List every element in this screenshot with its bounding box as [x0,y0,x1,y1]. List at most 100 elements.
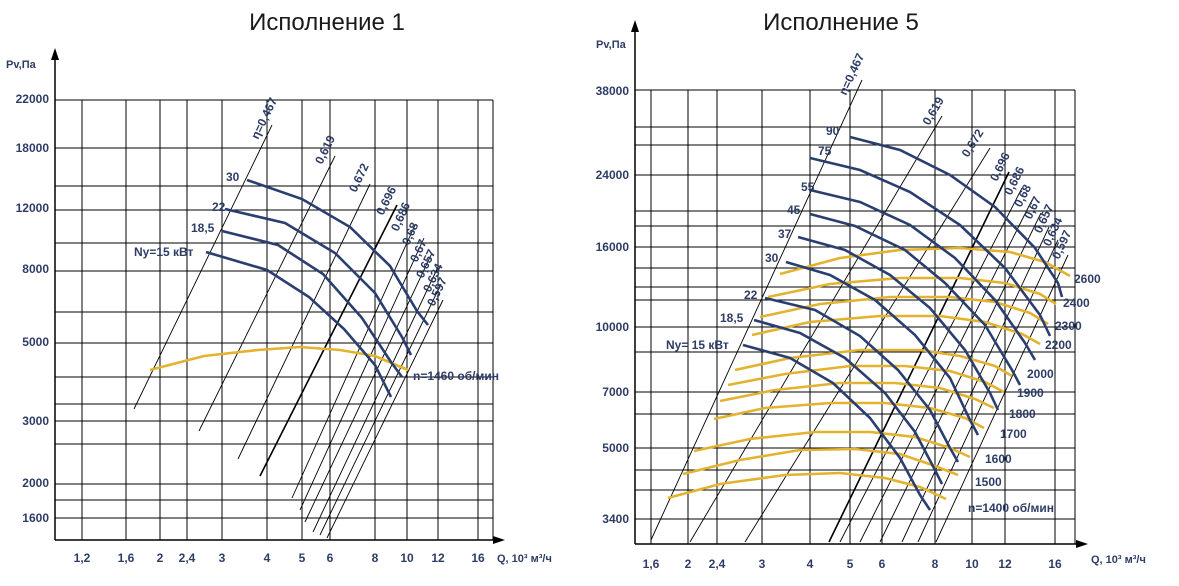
chart5-power-curve [809,212,1022,386]
chart5-power-curve [753,318,944,485]
chart5-power-label: 37 [778,227,792,241]
chart1-power-curve [224,207,413,356]
chart5-efficiency-line [839,187,1023,543]
chart5-y-arrow [631,20,639,32]
chart1-xtick-label: 8 [372,551,379,565]
chart1-xtick-label: 3 [219,551,226,565]
chart5-xtick-label: 6 [879,557,886,571]
chart5-speed-label: 2200 [1045,338,1072,352]
chart5-xtick-label: 12 [998,557,1012,571]
chart5-efficiency-line [828,171,1010,543]
chart5-speed-label: 1500 [975,475,1002,489]
chart1-ytick-label: 22000 [16,92,50,106]
chart5-speed-curve [719,381,995,410]
chart1-efficiency-label: η=0,467 [248,95,280,141]
chart5-speed-label: 1600 [985,452,1012,466]
chart5-speed-curve [767,276,1057,306]
chart5-power-label: 90 [826,124,840,138]
chart5-speed-label: 1900 [1017,386,1044,400]
chart5-xtick-label: 4 [807,557,814,571]
chart1-efficiency-line [299,237,425,511]
chart5-power-curve [764,296,960,463]
chart5-power-curve [797,235,1000,411]
chart5-speed-curve [713,401,985,430]
chart1-power-label: 22 [212,200,226,214]
chart1-efficiency-line [291,224,416,499]
chart5-power-curve [849,135,1064,298]
chart5-power-label: 75 [818,144,832,158]
chart1-power-curves: 30 22 18,5 Ny=15 кВт [134,170,430,398]
chart1-efficiency-line [319,283,442,536]
chart5-power-label: 18,5 [720,311,744,325]
chart1-xtick-label: 12 [431,551,445,565]
chart5-ytick-label: 38000 [596,84,630,98]
chart5-efficiency-label: 0,672 [959,126,987,159]
chart5-speed-curves: 2600 2400 2300 2200 2000 1900 1800 1700 1600 1500… [667,246,1101,515]
chart1-xtick-label: 16 [471,551,485,565]
chart1-speed-curve [149,345,409,372]
chart1-xtick-label: 6 [327,551,334,565]
chart5-power-curve [785,260,980,436]
chart5-ylabel: Pv,Па [596,39,627,51]
chart5-speed-label: 2600 [1074,272,1101,286]
chart1-power-label: 18,5 [191,221,215,235]
chart5-efficiency-line [901,226,1050,543]
chart5-efficiency-line [744,147,991,543]
chart5-power-label: 45 [787,203,801,217]
chart1-power-curve [246,178,430,326]
chart1-xtick-label: 4 [264,551,271,565]
chart5-power-curve [742,343,932,511]
chart1-ytick-label: 2000 [22,476,49,490]
chart1-xtick-label: 5 [299,551,306,565]
chart1-power-label: 30 [226,170,240,184]
chart1-xtick-label: 10 [400,551,414,565]
chart5-power-label: 55 [801,180,815,194]
chart5-x-arrow [1076,540,1088,548]
chart5-xtick-label: 10 [965,557,979,571]
chart1-y-arrow [51,48,59,60]
chart5-speed-curve [693,430,971,459]
chart5-speed-label: 2300 [1055,319,1082,333]
chart1-ytick-label: 1600 [22,511,49,525]
chart1-efficiency-line [133,124,273,410]
chart5-speed-label: 1700 [1000,427,1027,441]
chart5-xtick-label: 8 [932,557,939,571]
chart5-xtick-label: 2 [685,557,692,571]
chart5-efficiency-line [935,254,1069,543]
chart1-xtick-label: 1,2 [74,551,91,565]
chart5-xtick-label: 3 [759,557,766,571]
chart1-xtick-label: 1,6 [118,551,135,565]
chart1-efficiency-lines: η=0,4670,6190,6720,6960,6860,680,670,657… [133,95,450,539]
chart1-speed-curves: n=1460 об/мин [149,345,499,383]
chart5-ytick-label: 16000 [596,240,630,254]
chart1-grid [55,99,494,540]
chart5-power-curve [809,156,1052,337]
chart5-ytick-label: 10000 [596,320,630,334]
chart5-xlabel: Q, 10³ м³/ч [1091,554,1146,566]
chart1-efficiency-line [198,155,336,432]
chart1-x-arrow [493,536,505,544]
chart1-efficiency-label: 0,619 [312,133,338,166]
chart5-xtick-label: 1,6 [643,557,660,571]
chart5-speed-label: n=1400 об/мин [968,501,1054,515]
chart5-panel: Исполнение 5 Pv,Па Q, 10³ м³/ч 38000 24000 16… [596,9,1146,571]
chart5-speed-curve [751,314,1041,346]
chart5-xtick-label: 2,4 [709,557,726,571]
chart5-speed-label: 1800 [1009,407,1036,421]
chart5-xtick-label: 5 [847,557,854,571]
chart1-xlabel: Q, 10³ м³/ч [497,553,552,565]
chart1-efficiency-line [326,299,444,539]
chart1-ytick-label: 5000 [22,335,49,349]
chart5-ytick-label: 5000 [602,441,629,455]
chart5-speed-curve [682,447,959,477]
chart1-panel: Исполнение 1Pv,ПаQ, 10³ м³/ч220001800012… [6,9,552,565]
chart5-speed-label: 2000 [1027,367,1054,381]
chart1-power-curve [221,229,404,378]
chart1-xtick-label: 2,4 [179,551,196,565]
chart1-ytick-label: 8000 [22,262,49,276]
chart5-power-label: Ny= 15 кВт [666,338,729,352]
chart5-xtick-label: 16 [1048,557,1062,571]
chart5-speed-curve [727,364,1005,394]
